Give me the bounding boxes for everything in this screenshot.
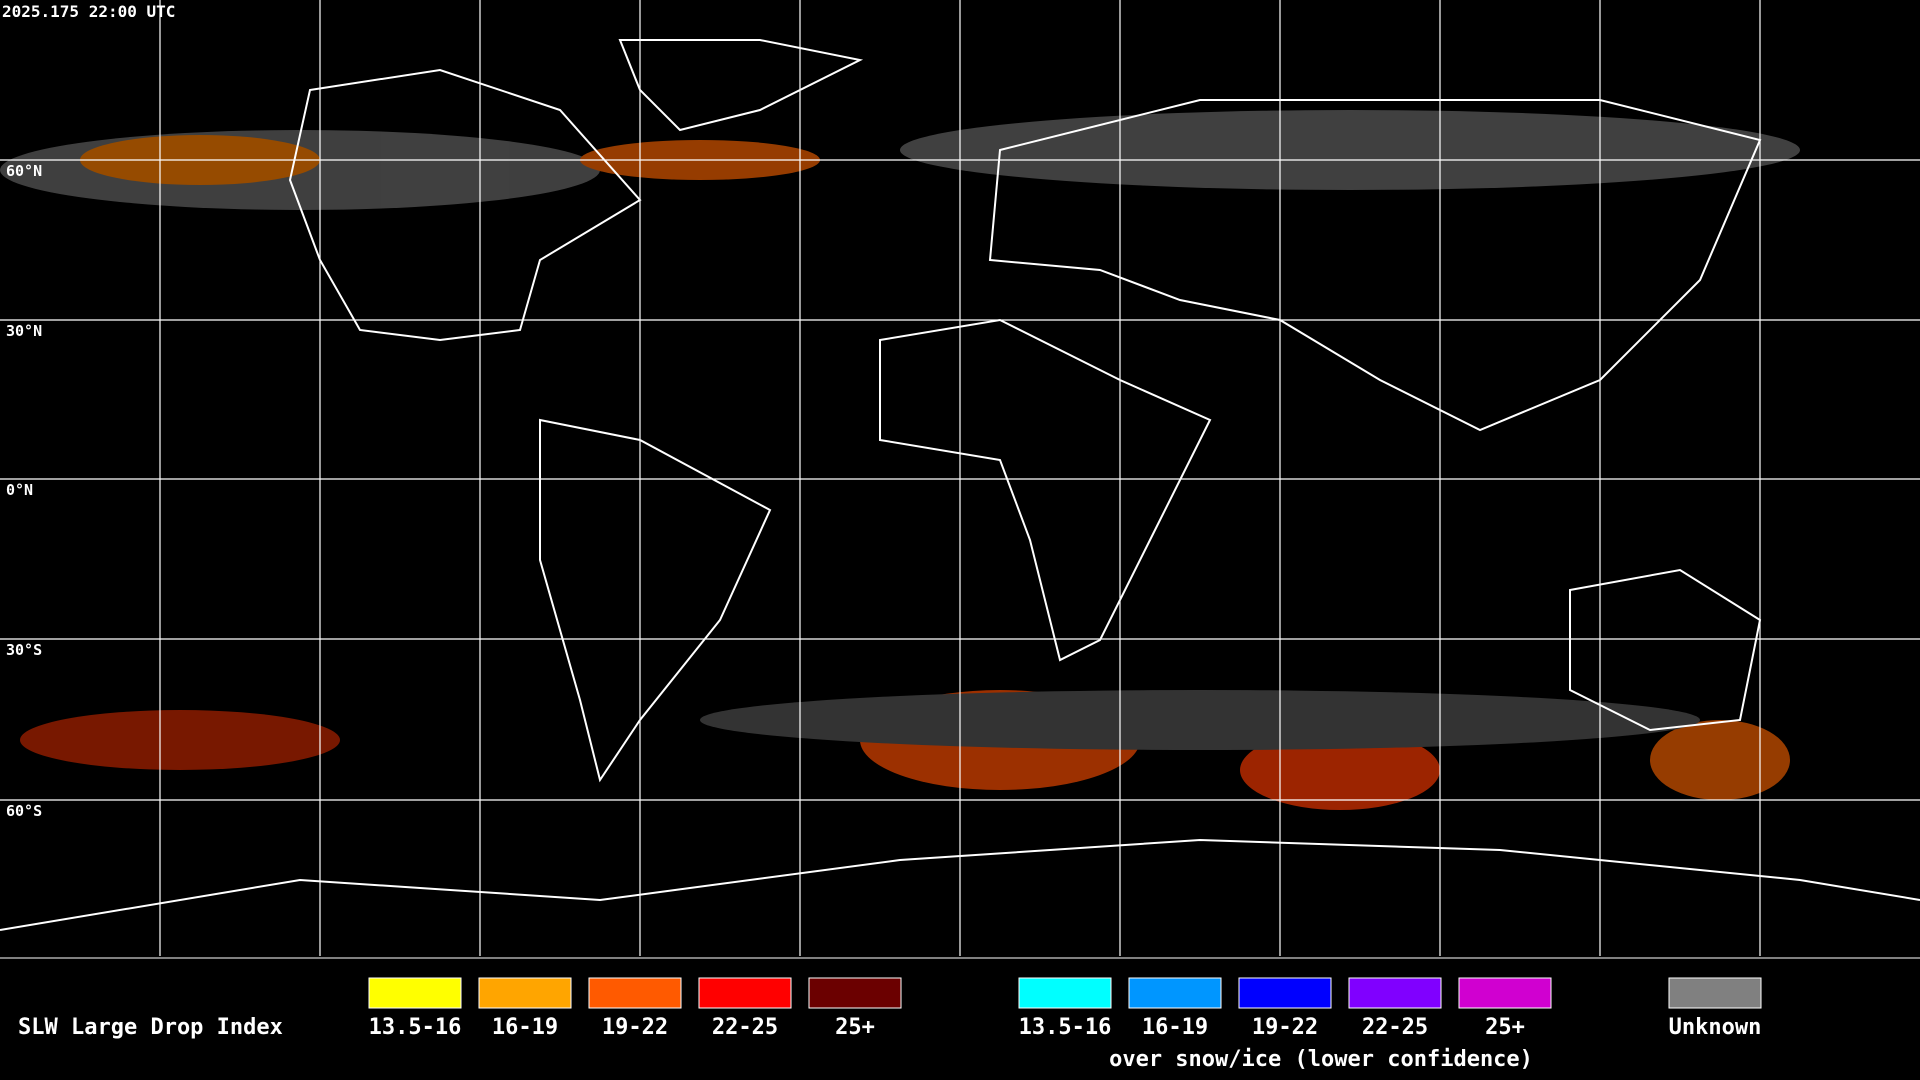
antarctica xyxy=(0,838,1920,931)
legend-label: 22-25 xyxy=(1362,1015,1428,1040)
latitude-label: 60°N xyxy=(6,162,42,180)
legend-swatch xyxy=(478,977,572,1009)
cloud-field xyxy=(0,110,1800,810)
legend-swatch xyxy=(368,977,462,1009)
cloud-band xyxy=(900,110,1800,190)
latitude-label: 60°S xyxy=(6,802,42,820)
legend-label: 19-22 xyxy=(1252,1015,1318,1040)
legend-label: 13.5-16 xyxy=(1019,1015,1112,1040)
cloud-band xyxy=(700,690,1700,750)
legend-title: SLW Large Drop Index xyxy=(18,1015,283,1040)
cloud-band xyxy=(1240,730,1440,810)
legend-label: 16-19 xyxy=(1142,1015,1208,1040)
legend-swatch xyxy=(698,977,792,1009)
legend-swatch xyxy=(1128,977,1222,1009)
legend-swatch xyxy=(808,977,902,1009)
legend-label: 25+ xyxy=(835,1015,875,1040)
legend-label: 19-22 xyxy=(602,1015,668,1040)
legend-swatch xyxy=(1348,977,1442,1009)
legend: 13.5-16 16-19 19-22 22-25 25+ 13.5-16 16-19 19-… xyxy=(368,977,1762,1040)
legend-label: Unknown xyxy=(1669,1015,1762,1040)
legend-label: 25+ xyxy=(1485,1015,1525,1040)
cloud-band xyxy=(20,710,340,770)
legend-label: 13.5-16 xyxy=(369,1015,462,1040)
legend-caption: over snow/ice (lower confidence) xyxy=(1109,1047,1533,1072)
latitude-label: 30°N xyxy=(6,322,42,340)
legend-label: 16-19 xyxy=(492,1015,558,1040)
latitude-label: 0°N xyxy=(6,481,33,499)
cloud-band xyxy=(1650,720,1790,800)
legend-swatch xyxy=(1458,977,1552,1009)
legend-swatch xyxy=(1238,977,1332,1009)
timestamp: 2025.175 22:00 UTC xyxy=(2,2,175,21)
australia xyxy=(1569,568,1762,732)
legend-swatch xyxy=(1018,977,1112,1009)
latitude-label: 30°S xyxy=(6,641,42,659)
graticule xyxy=(0,0,1920,956)
legend-swatch xyxy=(1668,977,1762,1009)
north-america xyxy=(288,68,642,342)
legend-label: 22-25 xyxy=(712,1015,778,1040)
legend-swatch xyxy=(588,977,682,1009)
